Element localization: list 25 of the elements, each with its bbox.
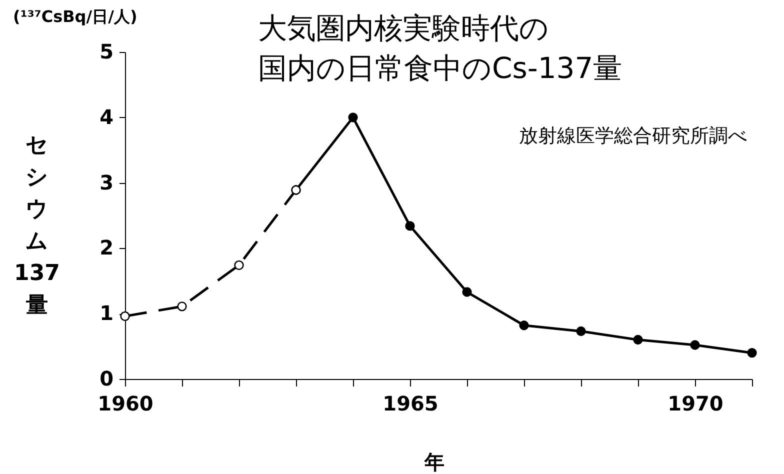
- y-axis-title: セシウム137量: [14, 133, 60, 318]
- point: [690, 340, 700, 350]
- x-axis-title: 年: [424, 450, 444, 474]
- point: [234, 260, 244, 270]
- point: [405, 221, 415, 231]
- point: [462, 287, 472, 297]
- point: [120, 311, 130, 322]
- y-tick-label: 2: [100, 236, 114, 260]
- x-tick-label: 1965: [382, 392, 438, 416]
- point: [576, 326, 586, 336]
- x-tick-label: 1960: [98, 392, 154, 416]
- chart-title: 大気圏内核実験時代の国内の日常食中のCs-137量: [258, 11, 622, 85]
- point: [177, 302, 187, 312]
- y-tick-label: 4: [100, 104, 114, 129]
- text: (¹³⁷CsBq/日/人): [13, 7, 138, 26]
- y-tick-label: 5: [100, 40, 114, 64]
- text: 放射線医学総合研究所調べ: [519, 125, 747, 147]
- point: [519, 320, 529, 330]
- x-tick-label: 1970: [668, 392, 724, 416]
- y-tick-label: 3: [100, 170, 114, 194]
- point: [348, 112, 358, 122]
- y-tick-label: 0: [100, 366, 114, 390]
- point: [633, 334, 643, 345]
- y-tick-label: 1: [100, 301, 114, 326]
- point: [747, 348, 757, 358]
